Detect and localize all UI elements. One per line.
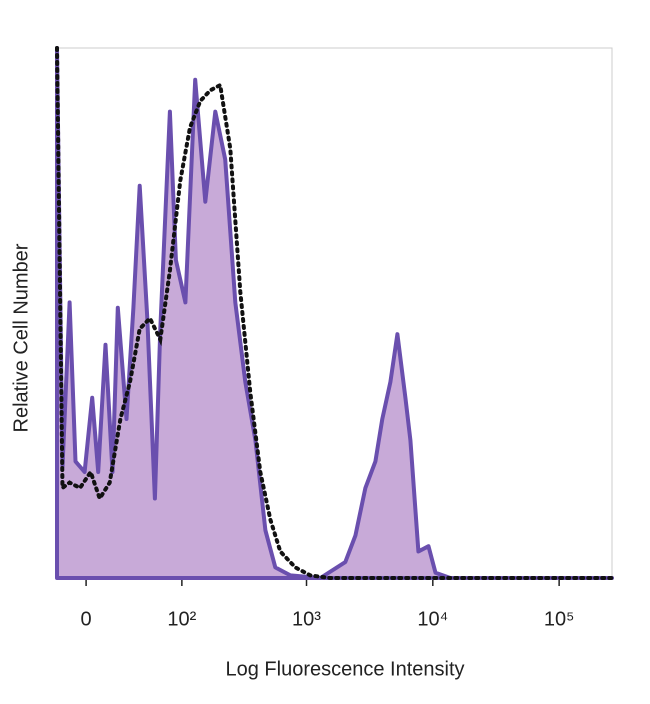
filled-histogram xyxy=(55,46,614,580)
x-tick-label: 10³ xyxy=(292,608,321,630)
x-axis-label: Log Fluorescence Intensity xyxy=(225,658,464,680)
dotted-histogram xyxy=(55,46,614,580)
x-tick-label: 10² xyxy=(167,608,196,630)
y-axis-label: Relative Cell Number xyxy=(10,243,32,432)
x-tick-label: 10⁴ xyxy=(417,608,448,630)
x-tick-label: 0 xyxy=(81,608,92,630)
x-tick-label: 10⁵ xyxy=(544,608,575,630)
